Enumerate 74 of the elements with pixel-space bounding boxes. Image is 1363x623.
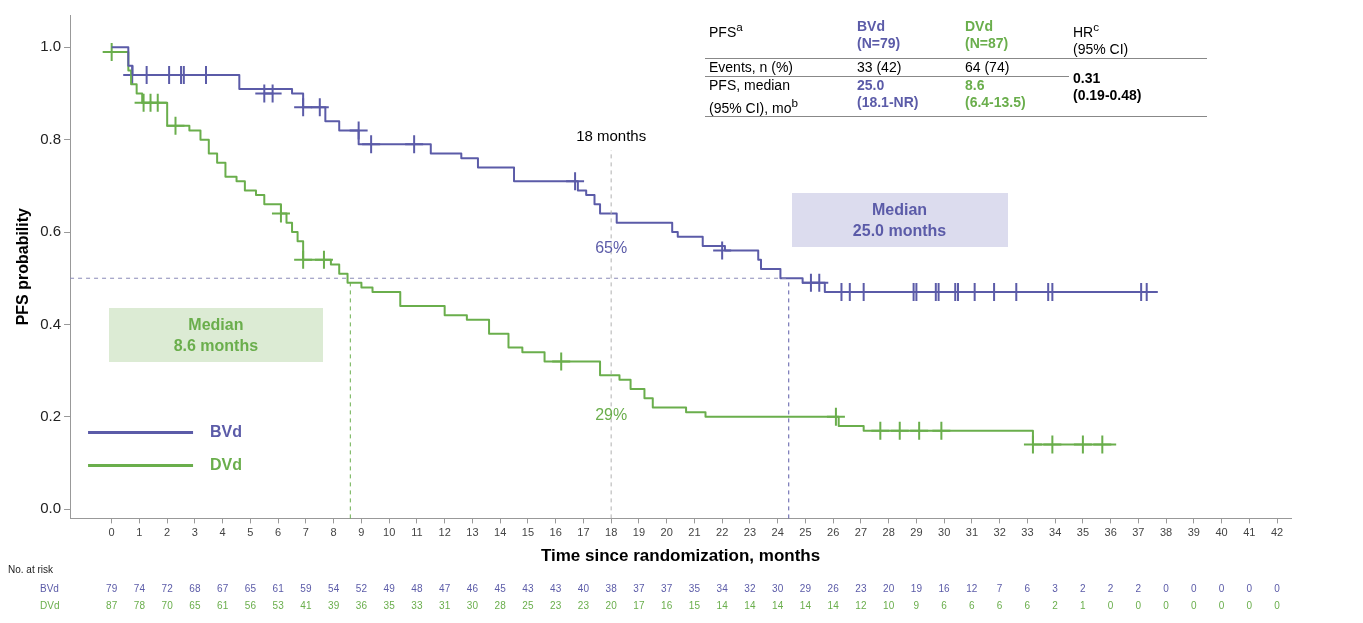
annotation: DVd (N=87) [964, 18, 1010, 53]
x-tick-label: 1 [136, 526, 143, 539]
x-tick-label: 2 [164, 526, 171, 539]
annotation: 25.0 (18.1-NR) [853, 76, 961, 117]
annotation: HR$^{c}$ (95% CI) [1072, 19, 1130, 59]
text: BVd [210, 422, 243, 440]
text: DVd [40, 600, 60, 611]
text: 79 74 72 68 67 65 61 59 54 52 49 48 47 46 45 43 43 40 38 37 37 35 34 32 30 29 26 23 20 19 16 12 7 6 3 2 2 2 0 0 0 0 0 [106, 583, 1280, 594]
x-tick-label: 22 [716, 526, 729, 539]
x-tick-label: 38 [1160, 526, 1173, 539]
x-tick-label: 4 [219, 526, 226, 539]
x-tick-label: 5 [247, 526, 254, 539]
x-tick-label: 8 [330, 526, 337, 539]
x-tick-label: 25 [799, 526, 812, 539]
x-tick-label: 27 [854, 526, 868, 539]
y-tick-label: 0.2 [40, 406, 62, 424]
annotation: 29% [595, 405, 628, 423]
x-tick-label: 6 [275, 526, 282, 539]
annotation: 33 (42) [853, 58, 961, 77]
x-tick-label: 7 [302, 526, 309, 539]
x-tick-label: 23 [743, 526, 757, 539]
x-tick-label: 10 [383, 526, 396, 539]
x-tick-label: 16 [549, 526, 562, 539]
x-tick-label: 14 [494, 526, 507, 539]
x-tick-label: 24 [771, 526, 784, 539]
x-tick-label: 21 [688, 526, 701, 539]
y-axis-title: PFS probability [14, 207, 32, 326]
x-tick-label: 36 [1104, 526, 1117, 539]
text-box: Median 25.0 months [791, 192, 1008, 247]
annotation: PFS$^{a}$ [708, 19, 744, 42]
x-tick-label: 9 [358, 526, 365, 539]
x-tick-label: 31 [965, 526, 979, 539]
x-tick-label: 18 [605, 526, 618, 539]
annotation: BVd (N=79) [856, 18, 902, 53]
x-tick-label: 11 [411, 526, 423, 539]
annotation: 0.31 (0.19-0.48) [1069, 58, 1207, 117]
x-tick-label: 26 [827, 526, 840, 539]
x-tick-label: 17 [577, 526, 590, 539]
x-tick-label: 15 [521, 526, 535, 539]
x-tick-label: 0 [108, 526, 115, 539]
text: BVd [40, 583, 59, 594]
x-tick-label: 28 [882, 526, 895, 539]
x-axis-title: Time since randomization, months [540, 546, 821, 566]
y-tick-label: 0.4 [40, 314, 62, 332]
x-tick-label: 40 [1215, 526, 1228, 539]
x-tick-label: 12 [438, 526, 451, 539]
x-tick-label: 35 [1076, 526, 1090, 539]
annotation: PFS, median (95% CI), mo$^{b}$ [705, 76, 853, 117]
x-tick-label: 13 [466, 526, 479, 539]
x-tick-label: 19 [632, 526, 646, 539]
x-tick-label: 20 [660, 526, 673, 539]
x-tick-label: 32 [993, 526, 1006, 539]
x-tick-label: 39 [1187, 526, 1200, 539]
text: DVd [210, 455, 243, 473]
x-tick-label: 37 [1132, 526, 1145, 539]
x-tick-label: 34 [1049, 526, 1062, 539]
text: 87 78 70 65 61 56 53 41 39 36 35 33 31 30 28 25 23 23 20 17 16 15 14 14 14 14 14 12 10 9 6 6 6 6 2 1 0 0 0 0 0 0 0 [106, 600, 1280, 611]
ref-line-label: 18 months [576, 126, 647, 144]
y-tick-label: 1.0 [40, 37, 62, 55]
text: No. at risk [8, 564, 54, 575]
x-tick-label: 33 [1021, 526, 1034, 539]
x-tick-label: 41 [1243, 526, 1256, 539]
x-tick-label: 30 [938, 526, 951, 539]
annotation: 8.6 (6.4-13.5) [961, 76, 1069, 117]
y-tick-label: 0.0 [40, 499, 62, 517]
x-tick-label: 3 [191, 526, 198, 539]
annotation: Events, n (%) [705, 58, 853, 77]
text-box: Median 8.6 months [108, 308, 323, 363]
annotation: 65% [595, 239, 628, 257]
x-tick-label: 42 [1271, 526, 1284, 539]
annotation: 64 (74) [961, 58, 1069, 77]
y-tick-label: 0.6 [40, 222, 62, 240]
x-tick-label: 29 [910, 526, 923, 539]
y-tick-label: 0.8 [40, 129, 62, 147]
